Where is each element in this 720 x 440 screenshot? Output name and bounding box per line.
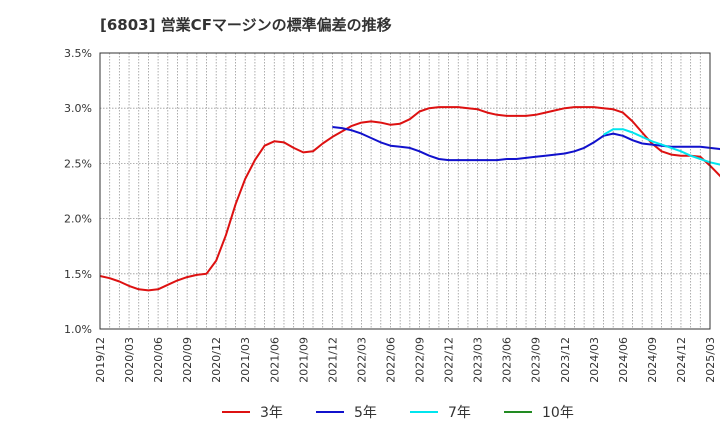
plot-frame <box>99 52 711 330</box>
x-tick-label: 2022/03 <box>355 337 368 383</box>
x-tick-label: 2019/12 <box>94 337 107 383</box>
x-tick-label: 2023/12 <box>559 337 572 383</box>
legend-label: 5年 <box>354 405 377 421</box>
x-tick-label: 2023/03 <box>472 337 485 383</box>
y-tick-label: 2.5% <box>64 157 92 170</box>
legend-item: 5年 <box>316 402 377 422</box>
x-tick-label: 2024/09 <box>646 337 659 383</box>
x-tick-label: 2020/03 <box>123 337 136 383</box>
x-tick-label: 2022/06 <box>384 337 397 383</box>
y-tick-label: 3.5% <box>64 47 92 60</box>
x-tick-label: 2024/06 <box>617 337 630 383</box>
x-tick-label: 2025/03 <box>704 337 717 383</box>
x-tick-label: 2022/09 <box>414 337 427 383</box>
y-tick-label: 3.0% <box>64 102 92 115</box>
series-line-7年 <box>603 128 720 166</box>
series-line-5年 <box>332 126 720 162</box>
x-axis: 2019/12 2020/03 2020/06 2020/09 2020/12 2021/… <box>94 337 717 383</box>
legend-item: 10年 <box>504 402 574 422</box>
y-tick-label: 1.5% <box>64 268 92 281</box>
legend-swatch <box>410 411 438 413</box>
y-tick-label: 1.0% <box>64 323 92 336</box>
x-tick-label: 2021/03 <box>239 337 252 383</box>
legend-swatch <box>222 411 250 413</box>
x-tick-label: 2022/12 <box>443 337 456 383</box>
y-axis: 1.0% 1.5% 2.0% 2.5% 3.0% 3.5% <box>64 47 92 336</box>
x-tick-label: 2024/03 <box>588 337 601 383</box>
x-tick-label: 2023/09 <box>530 337 543 383</box>
legend-label: 3年 <box>260 405 283 421</box>
y-tick-label: 2.0% <box>64 213 92 226</box>
x-tick-label: 2020/09 <box>181 337 194 383</box>
chart-title: [6803] 営業CFマージンの標準偏差の推移 <box>100 16 392 34</box>
x-tick-label: 2021/09 <box>297 337 310 383</box>
legend: 3年 5年 7年 10年 <box>0 402 720 426</box>
legend-swatch <box>316 411 344 413</box>
legend-label: 10年 <box>542 405 574 421</box>
x-tick-label: 2023/06 <box>501 337 514 383</box>
legend-item: 7年 <box>410 402 471 422</box>
legend-item: 3年 <box>222 402 283 422</box>
x-tick-label: 2020/06 <box>152 337 165 383</box>
x-tick-label: 2024/12 <box>675 337 688 383</box>
legend-label: 7年 <box>448 405 471 421</box>
legend-swatch <box>504 411 532 413</box>
series-line-3年 <box>99 106 720 292</box>
x-tick-label: 2021/06 <box>268 337 281 383</box>
x-tick-label: 2021/12 <box>326 337 339 383</box>
x-tick-label: 2020/12 <box>210 337 223 383</box>
series-layer <box>99 106 720 292</box>
grid <box>100 53 710 329</box>
